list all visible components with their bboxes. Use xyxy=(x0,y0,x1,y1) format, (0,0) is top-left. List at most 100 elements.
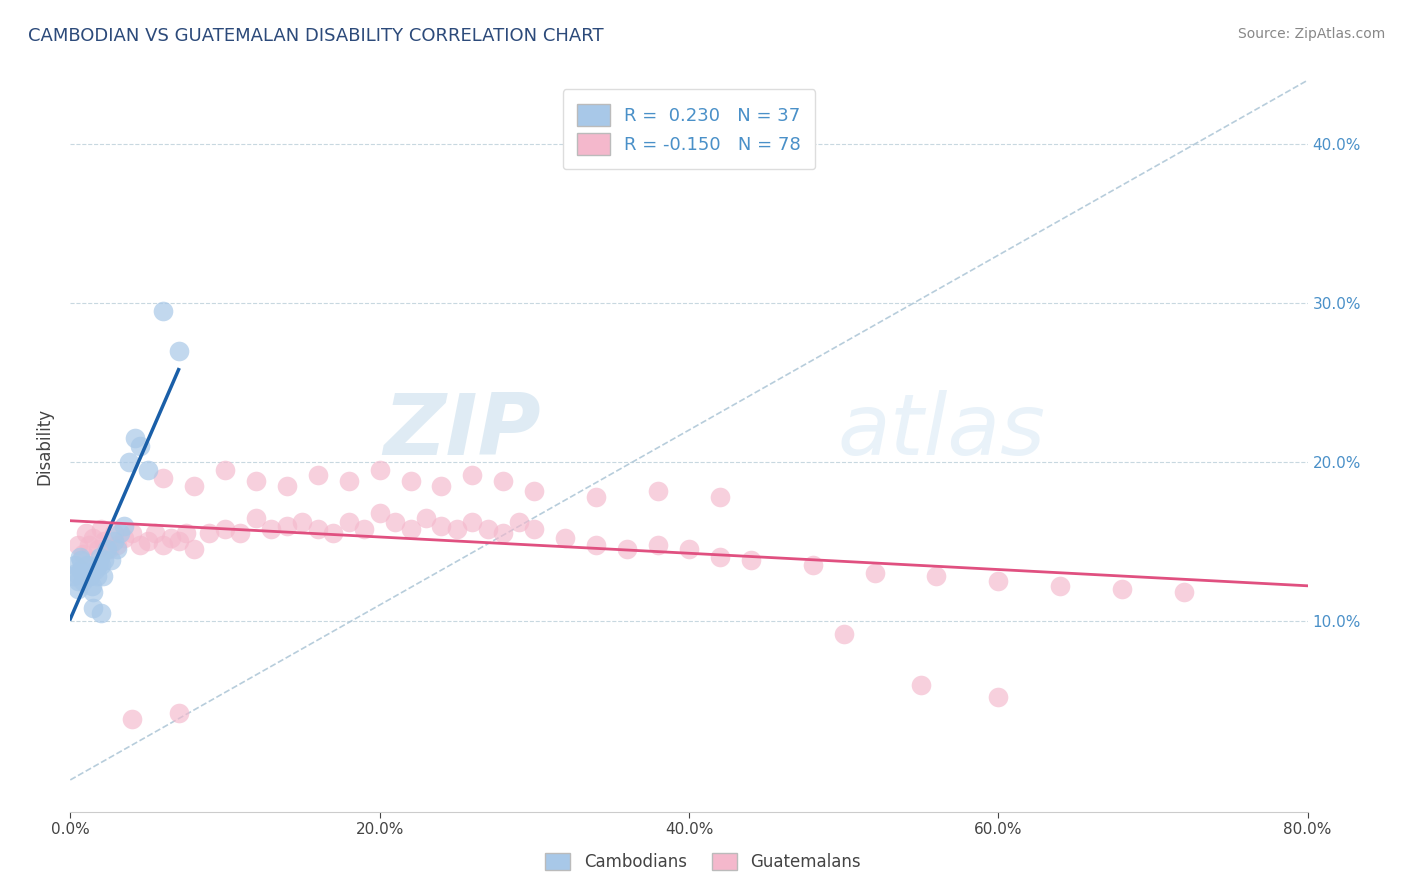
Point xyxy=(76,558,98,573)
Point xyxy=(167,534,190,549)
Point xyxy=(368,506,391,520)
Point xyxy=(63,558,86,573)
Point xyxy=(152,471,174,485)
Point xyxy=(67,574,90,589)
Point xyxy=(145,526,166,541)
Y-axis label: Disability: Disability xyxy=(35,408,53,484)
Point xyxy=(72,547,94,561)
Point xyxy=(399,474,422,488)
Point xyxy=(1111,582,1133,596)
Point xyxy=(337,516,360,530)
Point xyxy=(585,490,607,504)
Point xyxy=(77,538,100,552)
Point xyxy=(987,574,1010,589)
Legend: Cambodians, Guatemalans: Cambodians, Guatemalans xyxy=(537,845,869,880)
Point xyxy=(229,526,252,541)
Point xyxy=(98,542,120,557)
Point xyxy=(152,538,174,552)
Point xyxy=(214,522,236,536)
Point xyxy=(100,553,122,567)
Point xyxy=(709,550,731,565)
Point xyxy=(82,531,105,545)
Point xyxy=(82,601,105,615)
Point xyxy=(124,431,146,445)
Point xyxy=(80,579,103,593)
Point xyxy=(105,542,128,557)
Point xyxy=(114,531,135,545)
Point xyxy=(987,690,1010,705)
Point xyxy=(709,490,731,504)
Point xyxy=(96,542,118,557)
Point xyxy=(183,479,205,493)
Point xyxy=(160,531,183,545)
Point xyxy=(183,542,205,557)
Point xyxy=(384,516,406,530)
Point xyxy=(93,553,115,567)
Point xyxy=(93,534,115,549)
Point xyxy=(801,558,824,573)
Point xyxy=(82,585,105,599)
Point xyxy=(167,343,190,358)
Point xyxy=(291,516,314,530)
Point xyxy=(73,566,96,581)
Point xyxy=(523,483,546,498)
Point xyxy=(322,526,344,541)
Point xyxy=(69,550,91,565)
Point xyxy=(136,534,159,549)
Point xyxy=(307,522,329,536)
Point xyxy=(245,474,267,488)
Point xyxy=(492,526,515,541)
Point xyxy=(910,677,932,691)
Point xyxy=(430,518,453,533)
Point xyxy=(446,522,468,536)
Point xyxy=(118,455,141,469)
Point xyxy=(461,516,484,530)
Point xyxy=(477,522,499,536)
Point xyxy=(129,439,152,453)
Point xyxy=(103,526,125,541)
Point xyxy=(70,553,93,567)
Point xyxy=(75,569,97,583)
Point xyxy=(832,626,855,640)
Point xyxy=(523,522,546,536)
Point xyxy=(260,522,283,536)
Point xyxy=(430,479,453,493)
Point xyxy=(105,538,128,552)
Point xyxy=(647,538,669,552)
Point xyxy=(245,510,267,524)
Point xyxy=(174,526,197,541)
Point xyxy=(740,553,762,567)
Point xyxy=(461,467,484,482)
Point xyxy=(399,522,422,536)
Point xyxy=(65,566,87,581)
Text: ZIP: ZIP xyxy=(382,390,540,473)
Point xyxy=(276,479,298,493)
Point xyxy=(103,534,125,549)
Point xyxy=(337,474,360,488)
Point xyxy=(67,538,90,552)
Point xyxy=(87,542,110,557)
Point xyxy=(121,526,143,541)
Text: CAMBODIAN VS GUATEMALAN DISABILITY CORRELATION CHART: CAMBODIAN VS GUATEMALAN DISABILITY CORRE… xyxy=(28,27,603,45)
Point xyxy=(90,558,112,573)
Point xyxy=(89,550,111,565)
Point xyxy=(368,463,391,477)
Point xyxy=(90,606,112,620)
Point xyxy=(678,542,700,557)
Point xyxy=(152,303,174,318)
Point xyxy=(70,563,93,577)
Point xyxy=(108,526,131,541)
Point xyxy=(585,538,607,552)
Point xyxy=(87,558,110,573)
Point xyxy=(167,706,190,720)
Point xyxy=(647,483,669,498)
Point xyxy=(84,563,107,577)
Point xyxy=(198,526,221,541)
Text: Source: ZipAtlas.com: Source: ZipAtlas.com xyxy=(1237,27,1385,41)
Point xyxy=(67,582,90,596)
Point xyxy=(307,467,329,482)
Point xyxy=(863,566,886,581)
Point xyxy=(276,518,298,533)
Point xyxy=(121,713,143,727)
Point xyxy=(492,474,515,488)
